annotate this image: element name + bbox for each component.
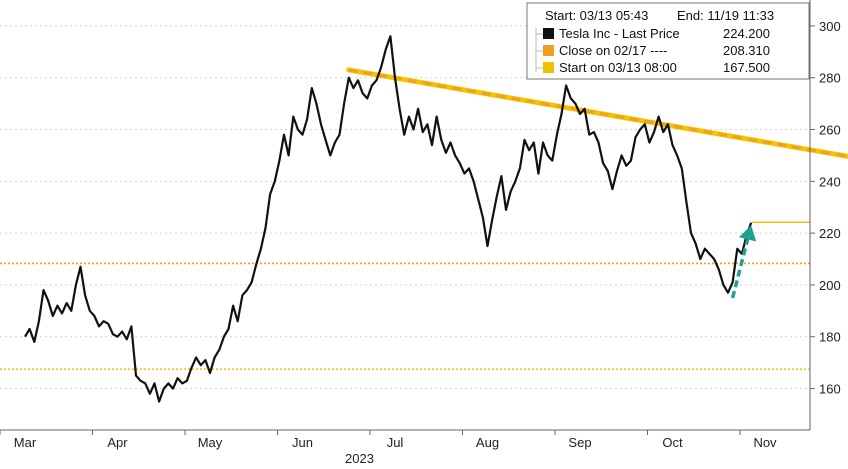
up-arrow — [730, 225, 757, 299]
legend-header-end: End: 11/19 11:33 — [677, 8, 774, 23]
legend-background — [526, 2, 810, 80]
x-tick-label: Jun — [292, 435, 313, 450]
x-tick-label: Apr — [107, 435, 128, 450]
y-tick-label: 200 — [819, 278, 841, 293]
x-tick-label: Jul — [387, 435, 404, 450]
year-label: 2023 — [345, 451, 374, 466]
x-tick-label: Aug — [476, 435, 499, 450]
trendline-group — [346, 67, 848, 159]
x-axis: Mar Apr May Jun Jul Aug Sep Oct Nov — [0, 430, 777, 450]
legend-swatch — [543, 45, 554, 56]
price-line — [24, 35, 753, 403]
arrow-head — [738, 225, 757, 242]
trendline — [348, 68, 848, 158]
x-tick-label: Oct — [662, 435, 683, 450]
legend-label: Start on 03/13 08:00 — [559, 60, 677, 75]
y-tick-label: 260 — [819, 123, 841, 138]
legend-value: 167.500 — [723, 60, 770, 75]
legend-rows: Tesla Inc - Last Price 224.200 Close on 02… — [536, 26, 770, 75]
legend-value: 208.310 — [723, 43, 770, 58]
legend-swatch — [543, 62, 554, 73]
legend-label: Tesla Inc - Last Price — [559, 26, 680, 41]
x-tick-label: Sep — [568, 435, 591, 450]
x-tick-label: May — [198, 435, 223, 450]
legend-swatch — [543, 28, 554, 39]
y-axis: 160 180 200 220 240 260 280 300 — [810, 19, 841, 397]
y-tick-label: 240 — [819, 174, 841, 189]
y-tick-label: 280 — [819, 71, 841, 86]
reference-lines — [0, 262, 810, 370]
y-tick-label: 180 — [819, 330, 841, 345]
legend-header-start: Start: 03/13 05:43 — [545, 8, 648, 23]
legend-box: Start: 03/13 05:43 End: 11/19 11:33 Tesl… — [526, 2, 810, 80]
x-tick-label: Nov — [753, 435, 777, 450]
y-tick-label: 220 — [819, 226, 841, 241]
x-tick-label: Mar — [14, 435, 37, 450]
legend-label: Close on 02/17 ---- — [559, 43, 667, 58]
legend-value: 224.200 — [723, 26, 770, 41]
y-tick-label: 300 — [819, 19, 841, 34]
y-tick-label: 160 — [819, 382, 841, 397]
